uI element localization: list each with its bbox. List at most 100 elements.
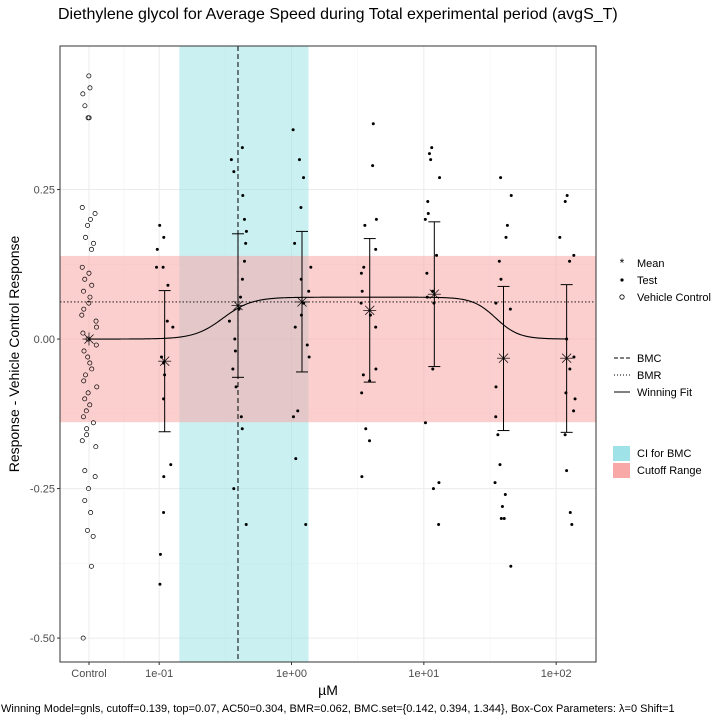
test-point	[426, 211, 430, 215]
mean-marker-stroke	[159, 356, 170, 366]
vehicle-control-point	[81, 288, 86, 294]
test-point	[227, 319, 231, 323]
vehicle-control-point	[87, 85, 93, 91]
test-point	[302, 176, 306, 180]
vehicle-control-point	[79, 312, 85, 318]
vehicle-control-point	[81, 414, 86, 420]
legend-test-icon	[620, 278, 624, 282]
test-point	[231, 367, 235, 371]
legend-vehicle-control-icon	[619, 294, 625, 300]
test-point	[368, 439, 372, 443]
test-point	[431, 487, 435, 491]
test-point	[158, 223, 162, 227]
vehicle-control-point	[86, 115, 92, 121]
test-point	[499, 176, 503, 180]
vehicle-control-point	[93, 318, 99, 324]
legend-mean-icon: *	[620, 256, 625, 270]
test-point	[374, 367, 378, 371]
test-point	[572, 253, 576, 257]
legend-test-label: Test	[637, 275, 657, 287]
mean-marker-stroke	[297, 297, 307, 307]
test-point	[307, 289, 311, 293]
mean-marker	[497, 351, 511, 365]
test-point	[499, 516, 503, 520]
test-point	[162, 475, 166, 479]
vehicle-control-point	[83, 234, 89, 240]
test-point	[297, 158, 301, 162]
legend-cutoff-label: Cutoff Range	[637, 465, 702, 477]
vehicle-control-points	[79, 73, 100, 641]
test-point	[362, 265, 366, 269]
test-point	[494, 301, 498, 305]
test-point	[309, 265, 313, 269]
model-caption: Winning Model=gnls, cutoff=0.139, top=0.…	[1, 703, 675, 715]
mean-marker-stroke	[429, 289, 440, 299]
mean-marker	[82, 332, 96, 346]
test-point	[162, 510, 166, 514]
test-point	[155, 265, 159, 269]
legend-fills-group: CI for BMC Cutoff Range	[613, 446, 702, 478]
plot-panel	[59, 45, 597, 663]
mean-marker	[295, 295, 309, 309]
test-point	[233, 349, 237, 353]
test-point	[304, 522, 308, 526]
test-point	[158, 552, 162, 556]
vehicle-control-point	[89, 366, 95, 372]
test-point	[361, 373, 365, 377]
vehicle-control-point	[83, 372, 88, 378]
test-point	[371, 122, 375, 126]
test-point	[508, 307, 512, 311]
vehicle-control-point	[79, 264, 85, 270]
test-points	[155, 122, 577, 586]
x-axis: Control 1e-01 1e+00 1e+01 1e+02	[71, 662, 572, 680]
vehicle-control-point	[87, 402, 93, 408]
mean-marker-stroke	[364, 305, 375, 316]
vehicle-control-point	[86, 270, 92, 276]
vehicle-control-point	[87, 294, 93, 300]
test-point	[558, 235, 562, 239]
legend-points-group: * Mean Test Vehicle Control	[619, 256, 711, 304]
test-point	[509, 564, 513, 568]
test-point	[505, 223, 509, 227]
legend-ci-swatch	[613, 446, 630, 461]
test-point	[497, 259, 501, 263]
vehicle-control-point	[93, 342, 99, 348]
test-point	[504, 235, 508, 239]
legend-cutoff-swatch	[613, 463, 630, 478]
vehicle-control-point	[82, 396, 88, 402]
test-point	[425, 271, 429, 275]
y-tick-label: -0.50	[30, 633, 55, 645]
vehicle-control-point	[86, 486, 91, 492]
vehicle-control-point	[88, 563, 94, 569]
vehicle-control-point	[79, 205, 85, 210]
test-point	[244, 229, 248, 233]
test-point	[374, 217, 378, 221]
vehicle-control-point	[87, 360, 93, 366]
legend-mean-label: Mean	[637, 258, 665, 270]
y-tick-label: 0.25	[34, 185, 55, 197]
test-point	[158, 582, 162, 586]
mean-marker	[158, 354, 172, 368]
test-point	[565, 194, 569, 198]
test-point	[305, 343, 309, 347]
test-point	[568, 259, 572, 263]
vehicle-control-point	[84, 432, 90, 438]
mean-marker-stroke	[561, 353, 572, 363]
test-point	[229, 158, 233, 162]
test-point	[374, 247, 378, 251]
test-point	[430, 146, 434, 150]
vehicle-control-point	[81, 306, 87, 312]
test-point	[496, 433, 500, 437]
test-point	[242, 259, 246, 263]
test-point	[240, 277, 244, 281]
vehicle-control-point	[85, 354, 91, 360]
test-point	[572, 409, 576, 413]
test-point	[299, 205, 303, 209]
vehicle-control-point	[79, 438, 85, 444]
vehicle-control-point	[82, 103, 88, 109]
vehicle-control-point	[90, 533, 96, 539]
legend-bmc-label: BMC	[637, 353, 662, 365]
vehicle-control-point	[82, 498, 88, 503]
vehicle-control-point	[84, 527, 90, 533]
test-point	[307, 355, 311, 359]
